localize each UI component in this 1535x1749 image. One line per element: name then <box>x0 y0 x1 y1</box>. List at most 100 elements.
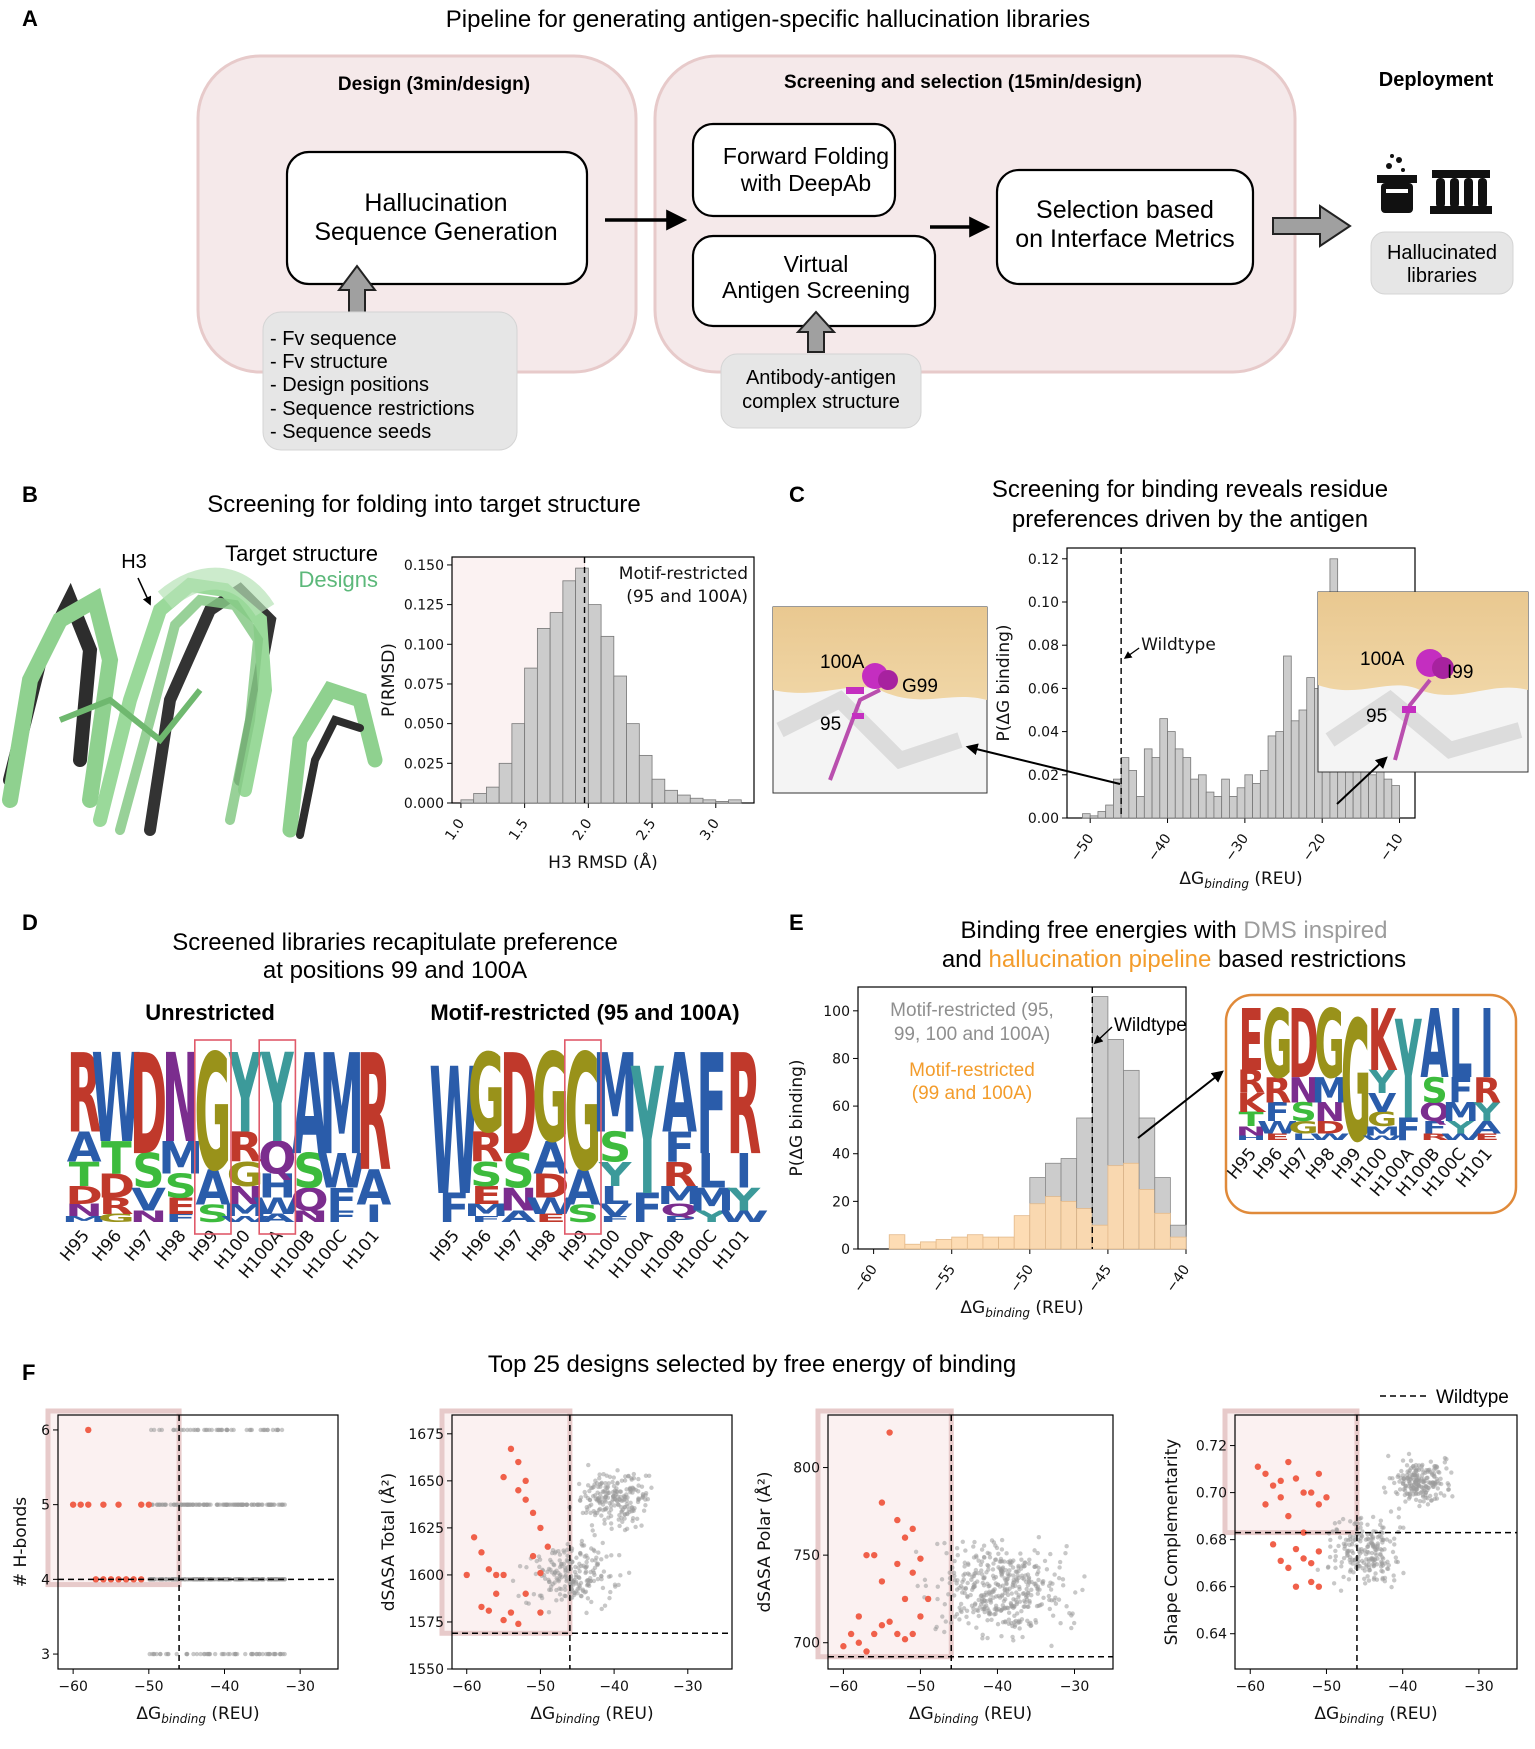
panel-c-title-line1: Screening for binding reveals residue <box>992 476 1388 503</box>
scatter-point <box>1010 1584 1015 1589</box>
scatter-point <box>1007 1568 1012 1573</box>
input-item: - Sequence seeds <box>270 421 431 443</box>
scatter-point <box>1433 1492 1439 1497</box>
x-axis-label-part: ΔG <box>136 1704 161 1724</box>
logo-letter: G <box>194 1020 231 1207</box>
scatter-point <box>1369 1540 1374 1545</box>
scatter-point <box>615 1494 620 1499</box>
scatter-point <box>1421 1499 1426 1504</box>
scatter-point <box>988 1600 994 1605</box>
histogram-bar <box>613 675 627 804</box>
scatter-point <box>1449 1470 1454 1475</box>
scatter-point <box>984 1598 989 1604</box>
selected-point <box>917 1555 924 1562</box>
panel-e-title-line2: and hallucination pipeline based restric… <box>942 946 1406 973</box>
scatter-point <box>1363 1551 1369 1557</box>
scatter-point <box>194 1502 199 1507</box>
histogram-bar <box>1368 774 1377 819</box>
highlight-box <box>563 1039 602 1235</box>
scatter-point <box>1332 1521 1338 1526</box>
y-tick-label: 0.10 <box>1028 595 1059 611</box>
y-tick-label: 0.075 <box>404 677 444 693</box>
scatter-point <box>1396 1515 1401 1520</box>
histogram-bar <box>575 567 589 804</box>
scatter-point <box>229 1427 234 1433</box>
x-axis-label-part: (REU) <box>600 1704 654 1724</box>
scatter-point <box>552 1569 558 1575</box>
deployment-header: Deployment <box>1379 69 1494 91</box>
inset-design-label-i99: I99 <box>1447 662 1473 683</box>
selected-point <box>1300 1489 1307 1496</box>
scatter-point <box>1413 1491 1419 1497</box>
selected-point <box>85 1501 92 1508</box>
scatter-point <box>622 1512 628 1517</box>
logo-letter: A <box>260 1212 296 1225</box>
scatter-point <box>174 1502 179 1507</box>
scatter-point <box>604 1485 610 1490</box>
histogram-bar <box>1167 731 1176 819</box>
plot-frame <box>57 1414 339 1670</box>
histogram-bar <box>1198 774 1207 819</box>
scatter-point <box>1056 1575 1062 1581</box>
scatter-point <box>951 1593 957 1598</box>
x-tick-label: −45 <box>1085 1262 1115 1295</box>
scatter-point <box>612 1503 617 1508</box>
selection-region <box>815 1408 954 1660</box>
selected-point <box>529 1509 537 1517</box>
plot-frame <box>1234 1414 1518 1670</box>
chart-b-rmsd-histogram: 1.0 1.5 2.0 2.5 3.0 0.000 0.025 0.050 0.075 0.100… <box>379 556 755 873</box>
scatter-point <box>1421 1480 1427 1485</box>
scatter-point <box>1392 1480 1397 1486</box>
scatter-point <box>1014 1579 1020 1584</box>
scatter-point <box>646 1473 652 1478</box>
logo-letter: A <box>1473 1117 1501 1137</box>
selected-point <box>77 1501 84 1508</box>
scatter-point <box>1446 1487 1451 1492</box>
scatter-point <box>1365 1544 1371 1549</box>
scatter-point <box>958 1601 964 1607</box>
histogram-bar-orange <box>1138 1189 1156 1250</box>
scatter-point <box>1358 1521 1364 1526</box>
scatter-point <box>517 1564 523 1569</box>
scatter-point <box>1382 1547 1387 1552</box>
y-tick-label: 1650 <box>408 1474 444 1490</box>
scatter-point <box>1334 1527 1339 1532</box>
histogram-bar-orange <box>935 1239 953 1250</box>
chart-f-dsasa-polar: −60 −50 −40 −30 700 750 800 ΔGbinding (REU) dSAS… <box>753 1408 1114 1726</box>
scatter-point <box>999 1634 1004 1639</box>
inset-structure-design <box>1317 591 1529 773</box>
x-axis-label-part: binding <box>934 1712 979 1726</box>
scatter-point <box>1407 1494 1413 1500</box>
x-tick-label: −60 <box>1235 1679 1265 1695</box>
scatter-point <box>935 1596 940 1602</box>
x-tick-label: −30 <box>673 1679 703 1695</box>
scatter-point <box>981 1543 987 1548</box>
y-tick-label: 0.125 <box>404 598 444 614</box>
scatter-point <box>630 1490 635 1495</box>
scatter-point <box>1014 1569 1020 1574</box>
annotation-line: (95 and 100A) <box>626 587 748 607</box>
x-axis-label-part: ΔG <box>1314 1704 1339 1724</box>
scatter-point <box>1036 1534 1042 1540</box>
title-e-suffix: based restrictions <box>1211 946 1406 973</box>
scatter-point <box>996 1551 1001 1557</box>
scatter-point <box>215 1427 221 1433</box>
scatter-point <box>1369 1550 1375 1556</box>
scatter-point <box>971 1544 976 1549</box>
scatter-point <box>1362 1548 1367 1553</box>
scatter-point <box>1029 1579 1034 1585</box>
selected-point <box>522 1590 529 1597</box>
scatter-point <box>1389 1584 1394 1590</box>
logo-letter: T <box>101 1133 132 1185</box>
scatter-point <box>988 1611 993 1617</box>
selected-point <box>1277 1557 1284 1565</box>
scatter-point <box>1431 1484 1436 1490</box>
scatter-point <box>593 1558 598 1563</box>
scatter-point <box>982 1604 987 1609</box>
scatter-point <box>1388 1509 1394 1514</box>
scatter-point <box>1398 1475 1403 1481</box>
scatter-point <box>1004 1551 1009 1556</box>
scatter-point <box>1058 1621 1063 1626</box>
scatter-point <box>1060 1583 1066 1588</box>
selected-point <box>917 1613 924 1620</box>
